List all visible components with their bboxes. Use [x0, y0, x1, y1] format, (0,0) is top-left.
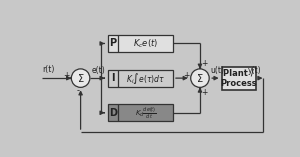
Ellipse shape	[71, 69, 90, 87]
Bar	[221, 67, 256, 90]
Bar	[108, 104, 173, 121]
Text: +: +	[183, 71, 189, 80]
Text: e(t): e(t)	[92, 66, 105, 75]
Text: P: P	[110, 38, 116, 49]
Text: $K_i\int e(\tau)d\tau$: $K_i\int e(\tau)d\tau$	[126, 71, 165, 86]
Text: +: +	[202, 88, 208, 97]
Bar	[108, 70, 173, 87]
Text: $K_d\frac{de(t)}{dt}$: $K_d\frac{de(t)}{dt}$	[135, 105, 157, 121]
Text: I: I	[111, 73, 115, 83]
Text: $\Sigma$: $\Sigma$	[77, 72, 84, 84]
Text: +: +	[63, 71, 70, 80]
Bar	[108, 35, 173, 52]
Text: -: -	[77, 86, 80, 95]
Text: y(t): y(t)	[248, 66, 261, 75]
Text: $K_c e(t)$: $K_c e(t)$	[133, 37, 158, 50]
Ellipse shape	[191, 69, 209, 87]
Text: +: +	[202, 59, 208, 68]
Text: $\Sigma$: $\Sigma$	[196, 72, 204, 84]
Text: D: D	[109, 108, 117, 118]
Text: u(t): u(t)	[211, 66, 225, 75]
Text: Plant /
Process: Plant / Process	[220, 68, 257, 88]
Text: r(t): r(t)	[42, 65, 55, 74]
